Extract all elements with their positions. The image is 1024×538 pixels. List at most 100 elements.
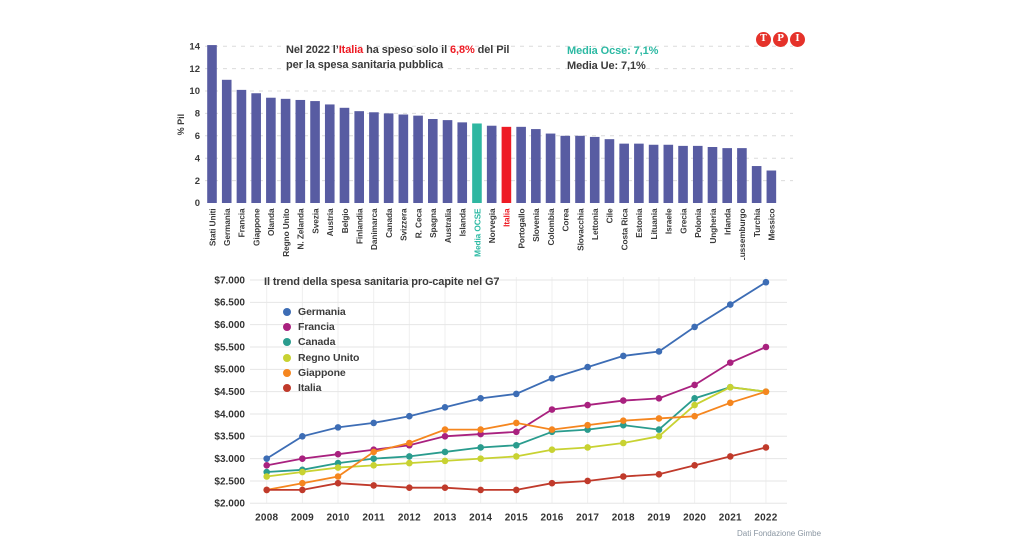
point-canada-2019: [655, 426, 663, 433]
line-chart: $7.000 $6.500 $6.000 $5.500 $5.000 $4.500 $4.0…: [214, 275, 787, 523]
line-xtick-2020: 2020: [683, 512, 706, 523]
line-xtick-2021: 2021: [719, 512, 742, 523]
line-xtick-2013: 2013: [433, 512, 456, 523]
point-francia-2019: [655, 395, 663, 402]
line-xtick-2011: 2011: [362, 512, 385, 523]
point-giappone-2009: [299, 479, 306, 487]
bar-ytick-14: 14: [189, 41, 200, 52]
bar-label-lituania: Lituania: [649, 208, 659, 239]
legend-label-canada: Canada: [298, 336, 336, 349]
point-italia-2019: [655, 470, 663, 478]
legend-label-germania: Germania: [298, 306, 346, 318]
bar-label-canada: Canada: [384, 208, 394, 238]
bar-label-francia: Francia: [237, 208, 247, 237]
bar-ytick-2: 2: [195, 176, 200, 187]
point-regno-unito-2012: [406, 459, 413, 467]
legend-item-italia: Italia: [283, 382, 359, 394]
bar-corea: [560, 135, 571, 203]
point-italia-2018: [620, 473, 627, 480]
bar-label-n-zelanda: N. Zelanda: [296, 208, 306, 249]
line-ytick-7000: $7.000: [214, 275, 245, 286]
point-canada-2011: [370, 455, 377, 462]
line-xtick-2014: 2014: [469, 512, 492, 523]
point-germania-2019: [655, 348, 663, 355]
bar-grecia: [678, 145, 688, 203]
bar-media-ocse: [472, 123, 482, 203]
bar-olanda: [266, 97, 276, 203]
bar-danimarca: [369, 112, 379, 203]
point-francia-2021: [726, 359, 734, 366]
bar-title-line2: per la spesa sanitaria pubblica: [286, 59, 444, 71]
point-canada-2015: [513, 441, 520, 449]
bar-irlanda: [722, 148, 732, 203]
bar-label-cile: Cile: [605, 208, 615, 223]
bar-ytick-6: 6: [195, 131, 200, 142]
point-francia-2008: [263, 462, 270, 469]
point-italia-2011: [370, 482, 377, 489]
bar-costa-rica: [619, 143, 629, 203]
bar-chart: 0 2 4 6 8 10 12 14 % Pil Stati Uniti Germania Franc…: [176, 41, 793, 260]
line-ytick-4000: $4.000: [214, 409, 245, 420]
bar-ytick-4: 4: [195, 153, 201, 164]
line-ytick-2500: $2.500: [214, 476, 245, 487]
bar-label-irlanda: Irlanda: [723, 208, 733, 235]
legend-item-regno-unito: Regno Unito: [283, 352, 359, 364]
point-germania-2021: [726, 301, 734, 308]
bar-belgio: [339, 107, 350, 203]
legend-label-regno-unito: Regno Unito: [298, 351, 360, 364]
bar-ytick-8: 8: [195, 109, 200, 120]
bar-label-turchia: Turchia: [752, 208, 762, 237]
bar-label-colombia: Colombia: [546, 208, 556, 245]
point-giappone-2010: [334, 473, 342, 480]
point-giappone-2020: [691, 412, 698, 420]
point-regno-unito-2017: [584, 444, 591, 451]
point-giappone-2018: [620, 417, 627, 424]
bar-italia: [501, 126, 512, 203]
line-xtick-2010: 2010: [326, 512, 349, 523]
point-germania-2010: [334, 424, 342, 431]
point-giappone-2014: [477, 426, 484, 433]
legend-item-canada: Canada: [283, 336, 359, 348]
line-ytick-6500: $6.500: [214, 298, 245, 309]
line-x-axis: 2008 2009 2010 2011 2012 2013 2014 2015 2016 2017…: [255, 512, 777, 523]
point-regno-unito-2008: [263, 473, 270, 480]
bar-title-pre: Nel 2022 l’: [286, 44, 339, 56]
point-giappone-2017: [584, 421, 591, 429]
bar-label-islanda: Islanda: [458, 208, 468, 236]
bar-giappone: [251, 93, 261, 203]
tpi-logo: T P I: [756, 32, 805, 47]
point-italia-2017: [584, 477, 591, 485]
line-ytick-6000: $6.000: [214, 320, 245, 331]
bar-label-portogallo: Portogallo: [516, 208, 526, 248]
bar-regno-unito: [280, 98, 291, 203]
point-italia-2020: [691, 462, 698, 469]
bar-cile: [604, 139, 615, 203]
bar-germania: [221, 79, 232, 203]
source-credit: Dati Fondazione Gimbe: [737, 529, 822, 538]
point-germania-2015: [513, 390, 520, 398]
point-regno-unito-2018: [620, 439, 627, 447]
bar-label-israele: Israele: [664, 208, 674, 234]
bar-ytick-0: 0: [195, 198, 200, 209]
bar-series: [207, 45, 777, 203]
point-germania-2008: [263, 455, 270, 462]
bar-r-ceca: [413, 115, 423, 203]
bar-label-svezia: Svezia: [310, 208, 320, 234]
point-giappone-2019: [655, 415, 663, 422]
point-italia-2010: [334, 479, 342, 487]
point-germania-2012: [406, 412, 413, 420]
legend-label-italia: Italia: [298, 381, 322, 394]
point-germania-2011: [370, 419, 377, 427]
point-francia-2020: [691, 381, 698, 389]
bar-slovenia: [531, 129, 541, 203]
line-ytick-3500: $3.500: [214, 432, 245, 443]
point-francia-2010: [334, 450, 342, 458]
bar-label-danimarca: Danimarca: [369, 208, 379, 250]
bar-y-axis-label: % Pil: [176, 114, 186, 136]
line-xtick-2009: 2009: [291, 512, 314, 523]
point-regno-unito-2016: [548, 446, 556, 454]
line-ytick-3000: $3.000: [214, 454, 245, 465]
point-canada-2013: [441, 448, 449, 456]
point-canada-2012: [406, 453, 413, 460]
point-germania-2018: [620, 352, 627, 360]
